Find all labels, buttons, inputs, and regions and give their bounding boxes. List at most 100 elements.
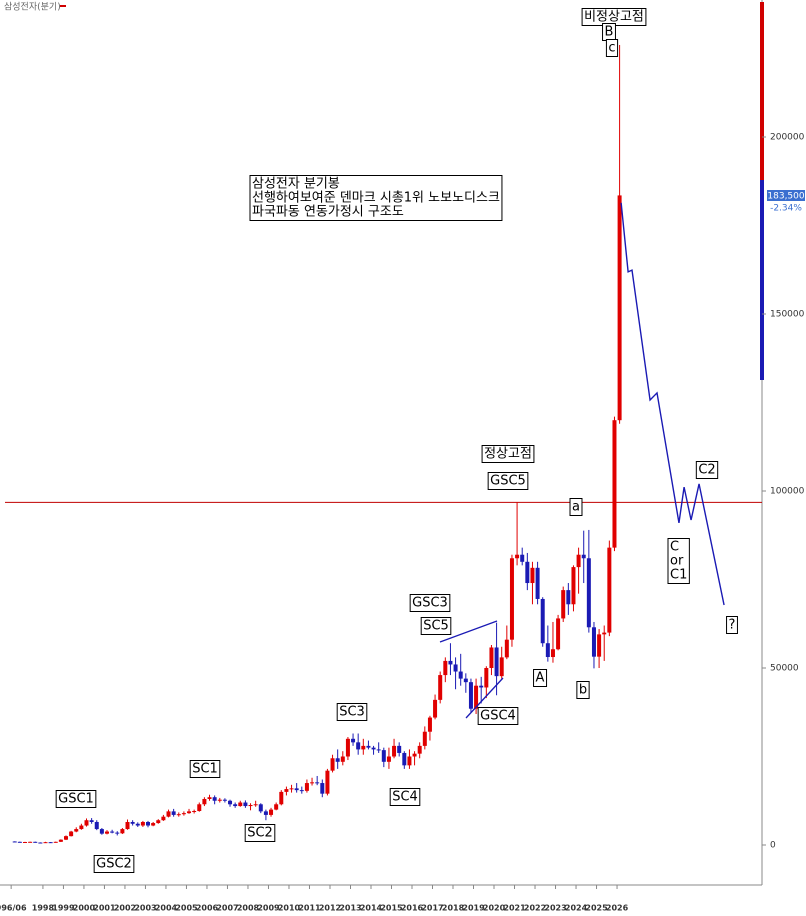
candle-body [294,788,299,791]
annotation: SC5 [423,619,449,634]
candle-body [135,823,140,826]
candle-body [202,798,207,805]
x-tick-label: 2025 [585,904,608,913]
candle-body [320,783,325,794]
candle-body [38,842,43,844]
annotation-box [695,461,719,479]
annotation-box [189,760,221,778]
candle-body [535,567,540,599]
candle-body [561,590,566,619]
candle-body [468,682,473,709]
x-tick-label: 1999 [52,904,75,913]
x-tick-label: 2015 [380,904,403,913]
annotation: GSC4 [480,709,516,724]
candle-body [550,649,555,658]
annotation: b [579,683,587,698]
candle-body [53,841,58,843]
candle-body [433,699,438,718]
annotation-box [244,824,276,842]
candle-body [69,831,74,837]
candle-body [63,836,68,840]
candle-body [22,841,27,843]
candle-body [33,841,38,843]
candle-body [607,547,612,633]
candle-body [243,802,248,807]
annotation: 삼성전자 분기봉 [252,177,340,192]
candle-body [412,753,417,757]
candle-body [222,799,227,801]
candle-body [284,789,289,792]
candle-body [207,797,212,799]
x-tick-label: 996/06 [0,904,27,913]
candle-body [458,671,463,679]
candle-body [376,749,381,751]
candle-body [351,738,356,743]
candle-body [402,752,407,766]
candle-body [407,756,412,766]
candle-body [151,823,156,826]
candle-body [576,554,581,568]
annotation-box [726,616,738,634]
chart-title: 삼성전자(분기) [4,2,61,13]
annotation: or [670,554,684,569]
candle-body [443,660,448,676]
candle-body [84,820,89,826]
annotation: C1 [670,568,687,583]
candle-body [479,685,484,688]
annotation-box [576,681,590,699]
price-label: 183,500 [767,192,804,202]
candle-body [74,829,79,832]
candle-body [28,841,33,843]
candle-body [140,821,145,826]
annotation: GSC5 [490,474,526,489]
candle-body [310,782,315,784]
candle-body [48,842,53,844]
candle-body [515,554,520,559]
candle-body [171,811,176,815]
candle-body [228,800,233,805]
candle-body [161,816,166,821]
wedge-line [439,620,498,643]
candle-body [417,745,422,754]
candle-body [17,841,22,843]
candle-body [540,598,545,644]
candle-body [217,799,222,801]
candle-body [356,742,361,750]
x-tick-label: 2011 [298,904,321,913]
candle-body [258,804,263,812]
annotation: GSC1 [58,792,94,807]
annotation: c [608,41,615,56]
candle-body [146,821,151,826]
x-tick-label: 2007 [216,904,238,913]
annotation-box [409,594,451,612]
candle-body [371,747,376,750]
x-tick-label: 2014 [360,904,383,913]
candle-body [366,745,371,748]
x-tick-label: 2008 [237,904,260,913]
plot: 050000100000150000200000996/061998199920… [0,44,805,913]
x-tick-label: 2020 [483,904,506,913]
y-tick-label: 0 [770,840,776,850]
annotation: C2 [698,463,715,478]
annotation-box [420,617,452,635]
candle-body [289,788,294,790]
candle-body [612,420,617,548]
candle-body [525,561,530,584]
candle-body [617,195,622,421]
annotation-box [477,707,519,725]
x-tick-label: 2001 [93,904,116,913]
candle-body [494,647,499,677]
annotation: 정상고점 [484,447,532,462]
candle-body [279,791,284,805]
price-change: -2.34% [770,204,802,214]
candle-body [386,756,391,762]
annotation-box [336,703,368,721]
candle-body [299,790,304,792]
candle-body [422,731,427,746]
x-tick-label: 2021 [503,904,526,913]
annotation: A [536,671,545,686]
annotation: ? [729,618,736,633]
annotation: GSC2 [96,857,132,872]
annotation: SC3 [339,705,365,720]
candle-body [253,804,258,806]
